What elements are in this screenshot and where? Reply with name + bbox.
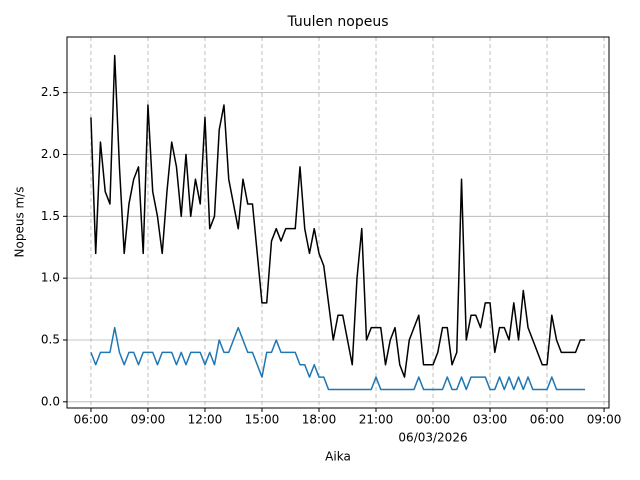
data-line [90, 326, 586, 391]
x-date-label: 06/03/2026 [398, 431, 467, 445]
y-axis-label: Nopeus m/s [13, 187, 27, 258]
data-line [90, 54, 586, 378]
y-tick-label: 1.5 [41, 209, 60, 223]
x-tick-label: 09:00 [131, 413, 166, 427]
x-axis-label: Aika [325, 450, 351, 464]
y-tick-label: 1.0 [41, 271, 60, 285]
x-tick-label: 21:00 [359, 413, 394, 427]
y-tick-label: 2.0 [41, 147, 60, 161]
plot-area [90, 54, 586, 391]
x-tick-label: 09:00 [587, 413, 622, 427]
chart-title: Tuulen nopeus [286, 14, 388, 30]
y-tick-label: 0.0 [41, 394, 60, 408]
x-tick-label: 06:00 [530, 413, 565, 427]
x-tick-label: 18:00 [302, 413, 337, 427]
x-tick-label: 06:00 [74, 413, 109, 427]
y-tick-label: 2.5 [41, 85, 60, 99]
x-tick-label: 00:00 [416, 413, 451, 427]
x-tick-label: 15:00 [245, 413, 280, 427]
x-tick-label: 03:00 [473, 413, 508, 427]
y-tick-label: 0.5 [41, 332, 60, 346]
axes-frame [66, 36, 610, 409]
x-tick-label: 12:00 [188, 413, 223, 427]
